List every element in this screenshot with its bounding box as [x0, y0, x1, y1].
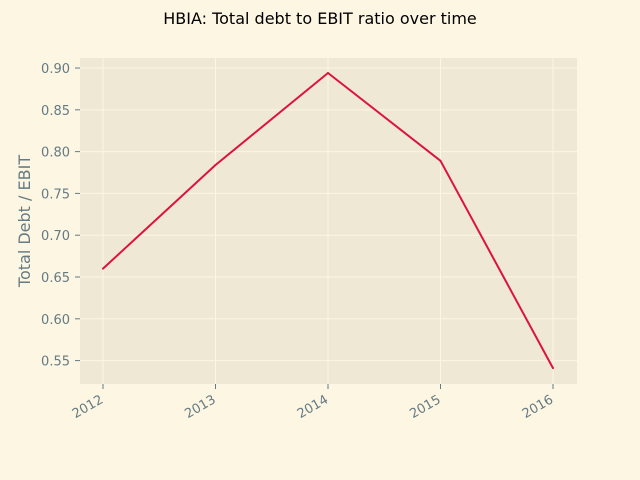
grid [80, 58, 577, 384]
y-tick-label: 0.75 [41, 187, 70, 202]
x-tick-label: 2015 [407, 392, 443, 422]
data-point [439, 159, 442, 162]
y-tick-label: 0.55 [41, 355, 70, 370]
data-point [552, 367, 554, 370]
x-tick-label: 2014 [295, 392, 331, 422]
y-tick-label: 0.85 [41, 104, 70, 119]
y-tick-label: 0.90 [41, 62, 70, 77]
y-tick-label: 0.65 [41, 271, 70, 286]
data-point [102, 267, 104, 270]
y-tick-label: 0.70 [41, 229, 70, 244]
y-tick-label: 0.80 [41, 146, 70, 161]
chart-title: HBIA: Total debt to EBIT ratio over time [163, 9, 477, 28]
data-point [214, 163, 217, 166]
x-tick-label: 2013 [182, 392, 218, 422]
data-point [327, 72, 329, 75]
y-tick-label: 0.60 [41, 313, 70, 328]
x-tick-label: 2016 [520, 392, 556, 422]
series [102, 72, 554, 370]
y-axis-label: Total Debt / EBIT [15, 155, 34, 288]
x-tick-label: 2012 [70, 392, 106, 422]
